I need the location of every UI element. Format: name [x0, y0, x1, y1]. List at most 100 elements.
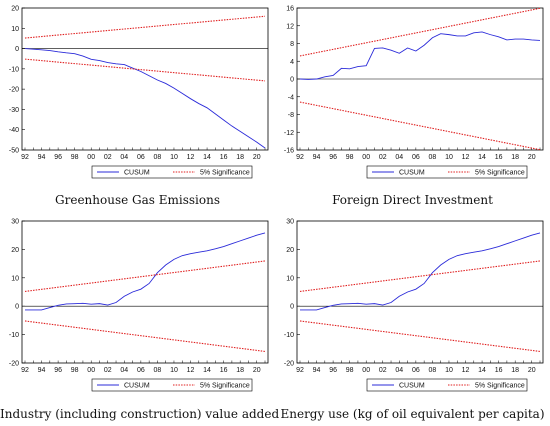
- x-tick-label: 20: [253, 367, 261, 374]
- y-tick-label: -20: [284, 361, 294, 368]
- x-tick-label: 10: [170, 367, 178, 374]
- y-tick-label: 0: [15, 304, 19, 311]
- x-tick-label: 10: [170, 154, 178, 161]
- x-tick-label: 08: [429, 367, 437, 374]
- legend-label: CUSUM: [124, 170, 150, 177]
- legend-box: [366, 378, 528, 392]
- y-tick-label: 10: [11, 275, 19, 282]
- x-tick-label: 02: [104, 154, 112, 161]
- x-tick-label: 00: [87, 367, 95, 374]
- x-tick-label: 12: [462, 154, 470, 161]
- x-tick-label: 92: [296, 154, 304, 161]
- chart-panel: 30 20 10 0 -10 -20 92 94 96 98 00 02 04 06 08 10 12 14 16 1…: [0, 213, 275, 403]
- y-tick-label: -8: [288, 112, 294, 119]
- legend-label: 5% Significance: [200, 170, 250, 177]
- x-tick-label: 94: [38, 367, 46, 374]
- x-tick-label: 92: [21, 154, 29, 161]
- y-tick-label: 20: [286, 247, 294, 254]
- cusum-line: [299, 31, 541, 80]
- y-tick-label: -10: [284, 332, 294, 339]
- y-tick-label: 20: [11, 247, 19, 254]
- legend-box: [91, 165, 253, 179]
- y-tick-label: 10: [286, 275, 294, 282]
- chart-caption: Energy use (kg of oil equivalent per cap…: [280, 407, 545, 421]
- x-tick-label: 00: [87, 154, 95, 161]
- legend: CUSUM 5% Significance: [91, 378, 253, 392]
- x-tick-label: 08: [429, 154, 437, 161]
- y-tick-label: 16: [286, 6, 294, 13]
- significance-line: [24, 15, 266, 39]
- y-tick-label: 0: [290, 77, 294, 84]
- legend: CUSUM 5% Significance: [366, 378, 528, 392]
- cusum-line: [300, 232, 541, 311]
- x-tick-label: 14: [478, 154, 486, 161]
- legend-label: CUSUM: [124, 383, 150, 390]
- x-tick-label: 10: [445, 154, 453, 161]
- x-tick-label: 98: [71, 154, 79, 161]
- y-tick-label: -50: [9, 148, 19, 155]
- y-tick-label: -40: [9, 127, 19, 134]
- plot-frame: [21, 7, 269, 151]
- plot-frame: [21, 220, 269, 364]
- chart-caption: Foreign Direct Investment: [332, 193, 493, 207]
- chart-caption: Greenhouse Gas Emissions: [55, 193, 220, 207]
- y-tick-label: 20: [11, 6, 19, 13]
- x-tick-label: 94: [38, 154, 46, 161]
- x-tick-label: 98: [346, 367, 354, 374]
- x-tick-label: 16: [220, 154, 228, 161]
- x-tick-label: 16: [495, 154, 503, 161]
- y-tick-label: -10: [9, 332, 19, 339]
- x-tick-label: 96: [54, 367, 62, 374]
- x-tick-label: 98: [346, 154, 354, 161]
- x-tick-label: 08: [154, 154, 162, 161]
- x-tick-label: 00: [362, 154, 370, 161]
- y-tick-label: -10: [9, 66, 19, 73]
- y-tick-label: 8: [290, 41, 294, 48]
- x-tick-label: 06: [137, 154, 145, 161]
- y-tick-label: 0: [290, 304, 294, 311]
- x-tick-label: 08: [154, 367, 162, 374]
- x-tick-label: 14: [203, 154, 211, 161]
- x-tick-label: 94: [313, 367, 321, 374]
- x-tick-label: 14: [203, 367, 211, 374]
- legend-label: 5% Significance: [475, 170, 525, 177]
- x-tick-label: 04: [395, 367, 403, 374]
- y-tick-label: -20: [9, 361, 19, 368]
- legend-label: 5% Significance: [200, 383, 250, 390]
- legend: CUSUM 5% Significance: [366, 165, 528, 179]
- x-tick-label: 18: [236, 154, 244, 161]
- x-tick-label: 04: [120, 367, 128, 374]
- x-tick-label: 92: [21, 367, 29, 374]
- x-tick-label: 00: [362, 367, 370, 374]
- y-tick-label: -16: [284, 148, 294, 155]
- legend: CUSUM 5% Significance: [91, 165, 253, 179]
- chart-panel: 16 12 8 4 0 -4 -8 -12 -16 92 94 96 98 00 02 04 06 08 10 12 1…: [275, 0, 550, 190]
- x-tick-label: 94: [313, 154, 321, 161]
- x-tick-label: 98: [71, 367, 79, 374]
- y-tick-label: 10: [11, 26, 19, 33]
- significance-line: [24, 58, 266, 82]
- x-tick-label: 12: [462, 367, 470, 374]
- chart-caption: Industry (including construction) value …: [0, 407, 280, 421]
- significance-line: [299, 320, 541, 352]
- y-tick-label: 0: [15, 46, 19, 53]
- y-tick-label: 12: [286, 23, 294, 30]
- x-tick-label: 18: [236, 367, 244, 374]
- x-tick-label: 96: [329, 367, 337, 374]
- y-tick-label: -4: [288, 94, 294, 101]
- significance-line: [24, 320, 266, 352]
- x-tick-label: 16: [495, 367, 503, 374]
- x-tick-label: 20: [528, 367, 536, 374]
- legend-label: CUSUM: [399, 383, 425, 390]
- x-tick-label: 18: [511, 367, 519, 374]
- x-tick-label: 04: [120, 154, 128, 161]
- y-tick-label: 30: [286, 219, 294, 226]
- x-tick-label: 18: [511, 154, 519, 161]
- chart-panel: 20 10 0 -10 -20 -30 -40 -50 92 94 96 98 00 02 04 06 08 10…: [0, 0, 275, 190]
- x-tick-label: 12: [187, 367, 195, 374]
- legend-box: [91, 378, 253, 392]
- y-tick-label: -20: [9, 87, 19, 94]
- chart-panel: 30 20 10 0 -10 -20 92 94 96 98 00 02 04 06 08 10 12 14 16 1…: [275, 213, 550, 403]
- x-tick-label: 20: [253, 154, 261, 161]
